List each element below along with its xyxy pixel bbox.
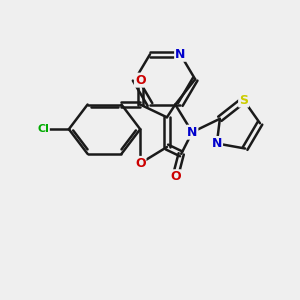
Text: N: N: [212, 137, 222, 150]
Text: O: O: [135, 74, 146, 87]
Text: N: N: [187, 126, 197, 139]
Text: S: S: [239, 94, 248, 106]
Text: N: N: [175, 48, 185, 61]
Text: O: O: [135, 157, 146, 170]
Text: Cl: Cl: [37, 124, 49, 134]
Text: O: O: [170, 170, 181, 183]
